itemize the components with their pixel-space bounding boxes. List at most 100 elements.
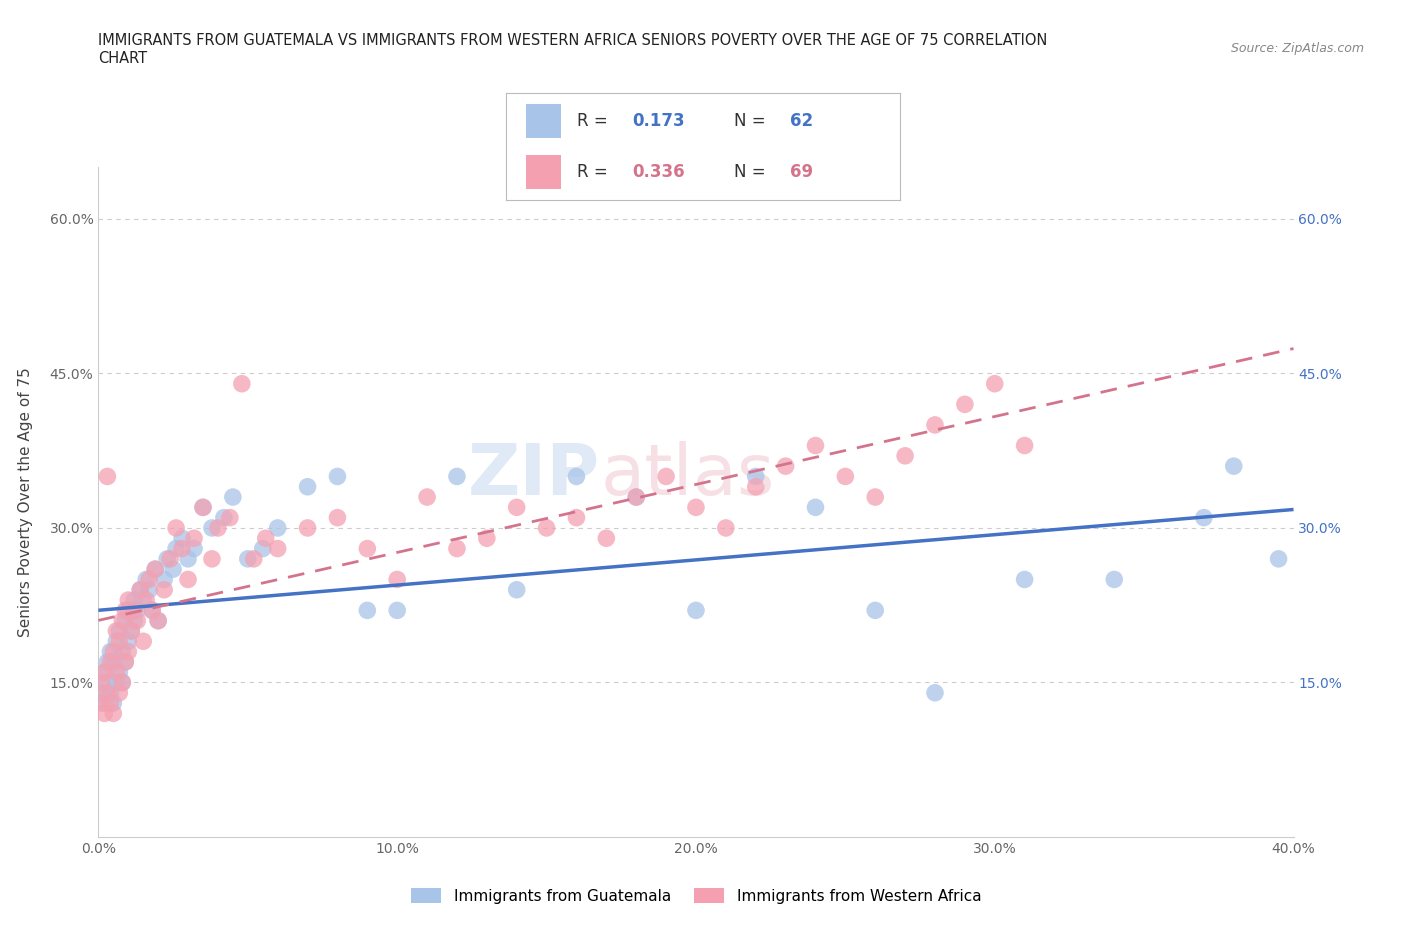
Point [165,521,187,536]
Point [135,592,157,607]
Point [111,675,134,690]
Text: 69: 69 [790,163,813,181]
Point [120,623,142,638]
Point [100,644,122,659]
Point [804,500,827,515]
Point [114,655,136,670]
Point [111,613,134,628]
Point [416,489,439,504]
Point [565,511,588,525]
Point [90,696,112,711]
Text: IMMIGRANTS FROM GUATEMALA VS IMMIGRANTS FROM WESTERN AFRICA SENIORS POVERTY OVER: IMMIGRANTS FROM GUATEMALA VS IMMIGRANTS … [98,33,1047,47]
Point [1223,458,1246,473]
Point [103,696,125,711]
Point [356,603,378,618]
Point [207,521,229,536]
Point [96,655,118,670]
Text: Source: ZipAtlas.com: Source: ZipAtlas.com [1230,42,1364,55]
Point [655,469,678,484]
Text: CHART: CHART [98,51,148,66]
Point [143,562,166,577]
Legend: Immigrants from Guatemala, Immigrants from Western Africa: Immigrants from Guatemala, Immigrants fr… [405,882,987,910]
Point [626,489,648,504]
Point [105,665,128,680]
Point [267,521,290,536]
Point [159,551,181,566]
Point [267,541,290,556]
Point [124,613,146,628]
Point [153,582,176,597]
Point [236,551,259,566]
Point [108,685,131,700]
FancyBboxPatch shape [526,104,561,138]
Point [148,613,170,628]
Point [120,623,142,638]
Point [124,603,146,618]
Point [475,531,498,546]
Point [105,623,128,638]
Point [745,469,768,484]
FancyBboxPatch shape [526,155,561,190]
Point [138,572,160,587]
Point [626,489,648,504]
Text: R =: R = [576,163,613,181]
Point [1104,572,1126,587]
Point [143,562,166,577]
Point [93,696,115,711]
Point [90,685,112,700]
Point [141,603,163,618]
Text: N =: N = [734,163,772,181]
Point [100,696,122,711]
Point [162,562,184,577]
Y-axis label: Seniors Poverty Over the Age of 75: Seniors Poverty Over the Age of 75 [18,367,32,637]
Point [129,582,152,597]
Point [446,469,468,484]
Point [385,603,409,618]
Point [183,541,205,556]
Point [924,685,946,700]
Point [103,644,125,659]
Point [385,572,409,587]
Text: 62: 62 [790,112,813,130]
Point [326,469,349,484]
Point [222,489,245,504]
Point [132,634,155,649]
Point [90,675,112,690]
Point [127,603,149,618]
Point [894,448,917,463]
Point [93,665,115,680]
Point [565,469,588,484]
Point [165,541,187,556]
Point [865,489,887,504]
Point [117,603,139,618]
Point [177,551,200,566]
Point [834,469,856,484]
Point [775,458,797,473]
Text: 0.173: 0.173 [633,112,685,130]
Point [100,685,122,700]
Point [111,644,134,659]
Point [219,511,242,525]
Point [172,541,194,556]
Point [93,706,115,721]
Point [117,644,139,659]
Text: atlas: atlas [600,441,775,510]
Point [108,634,131,649]
Point [114,655,136,670]
Point [297,479,319,494]
Point [297,521,319,536]
Point [254,531,277,546]
Point [103,706,125,721]
Point [108,623,131,638]
Point [201,551,224,566]
Text: N =: N = [734,112,772,130]
Point [135,572,157,587]
Point [924,418,946,432]
Point [153,572,176,587]
Point [132,592,155,607]
Point [714,521,737,536]
Point [172,531,194,546]
Point [156,551,179,566]
Point [536,521,558,536]
Point [804,438,827,453]
